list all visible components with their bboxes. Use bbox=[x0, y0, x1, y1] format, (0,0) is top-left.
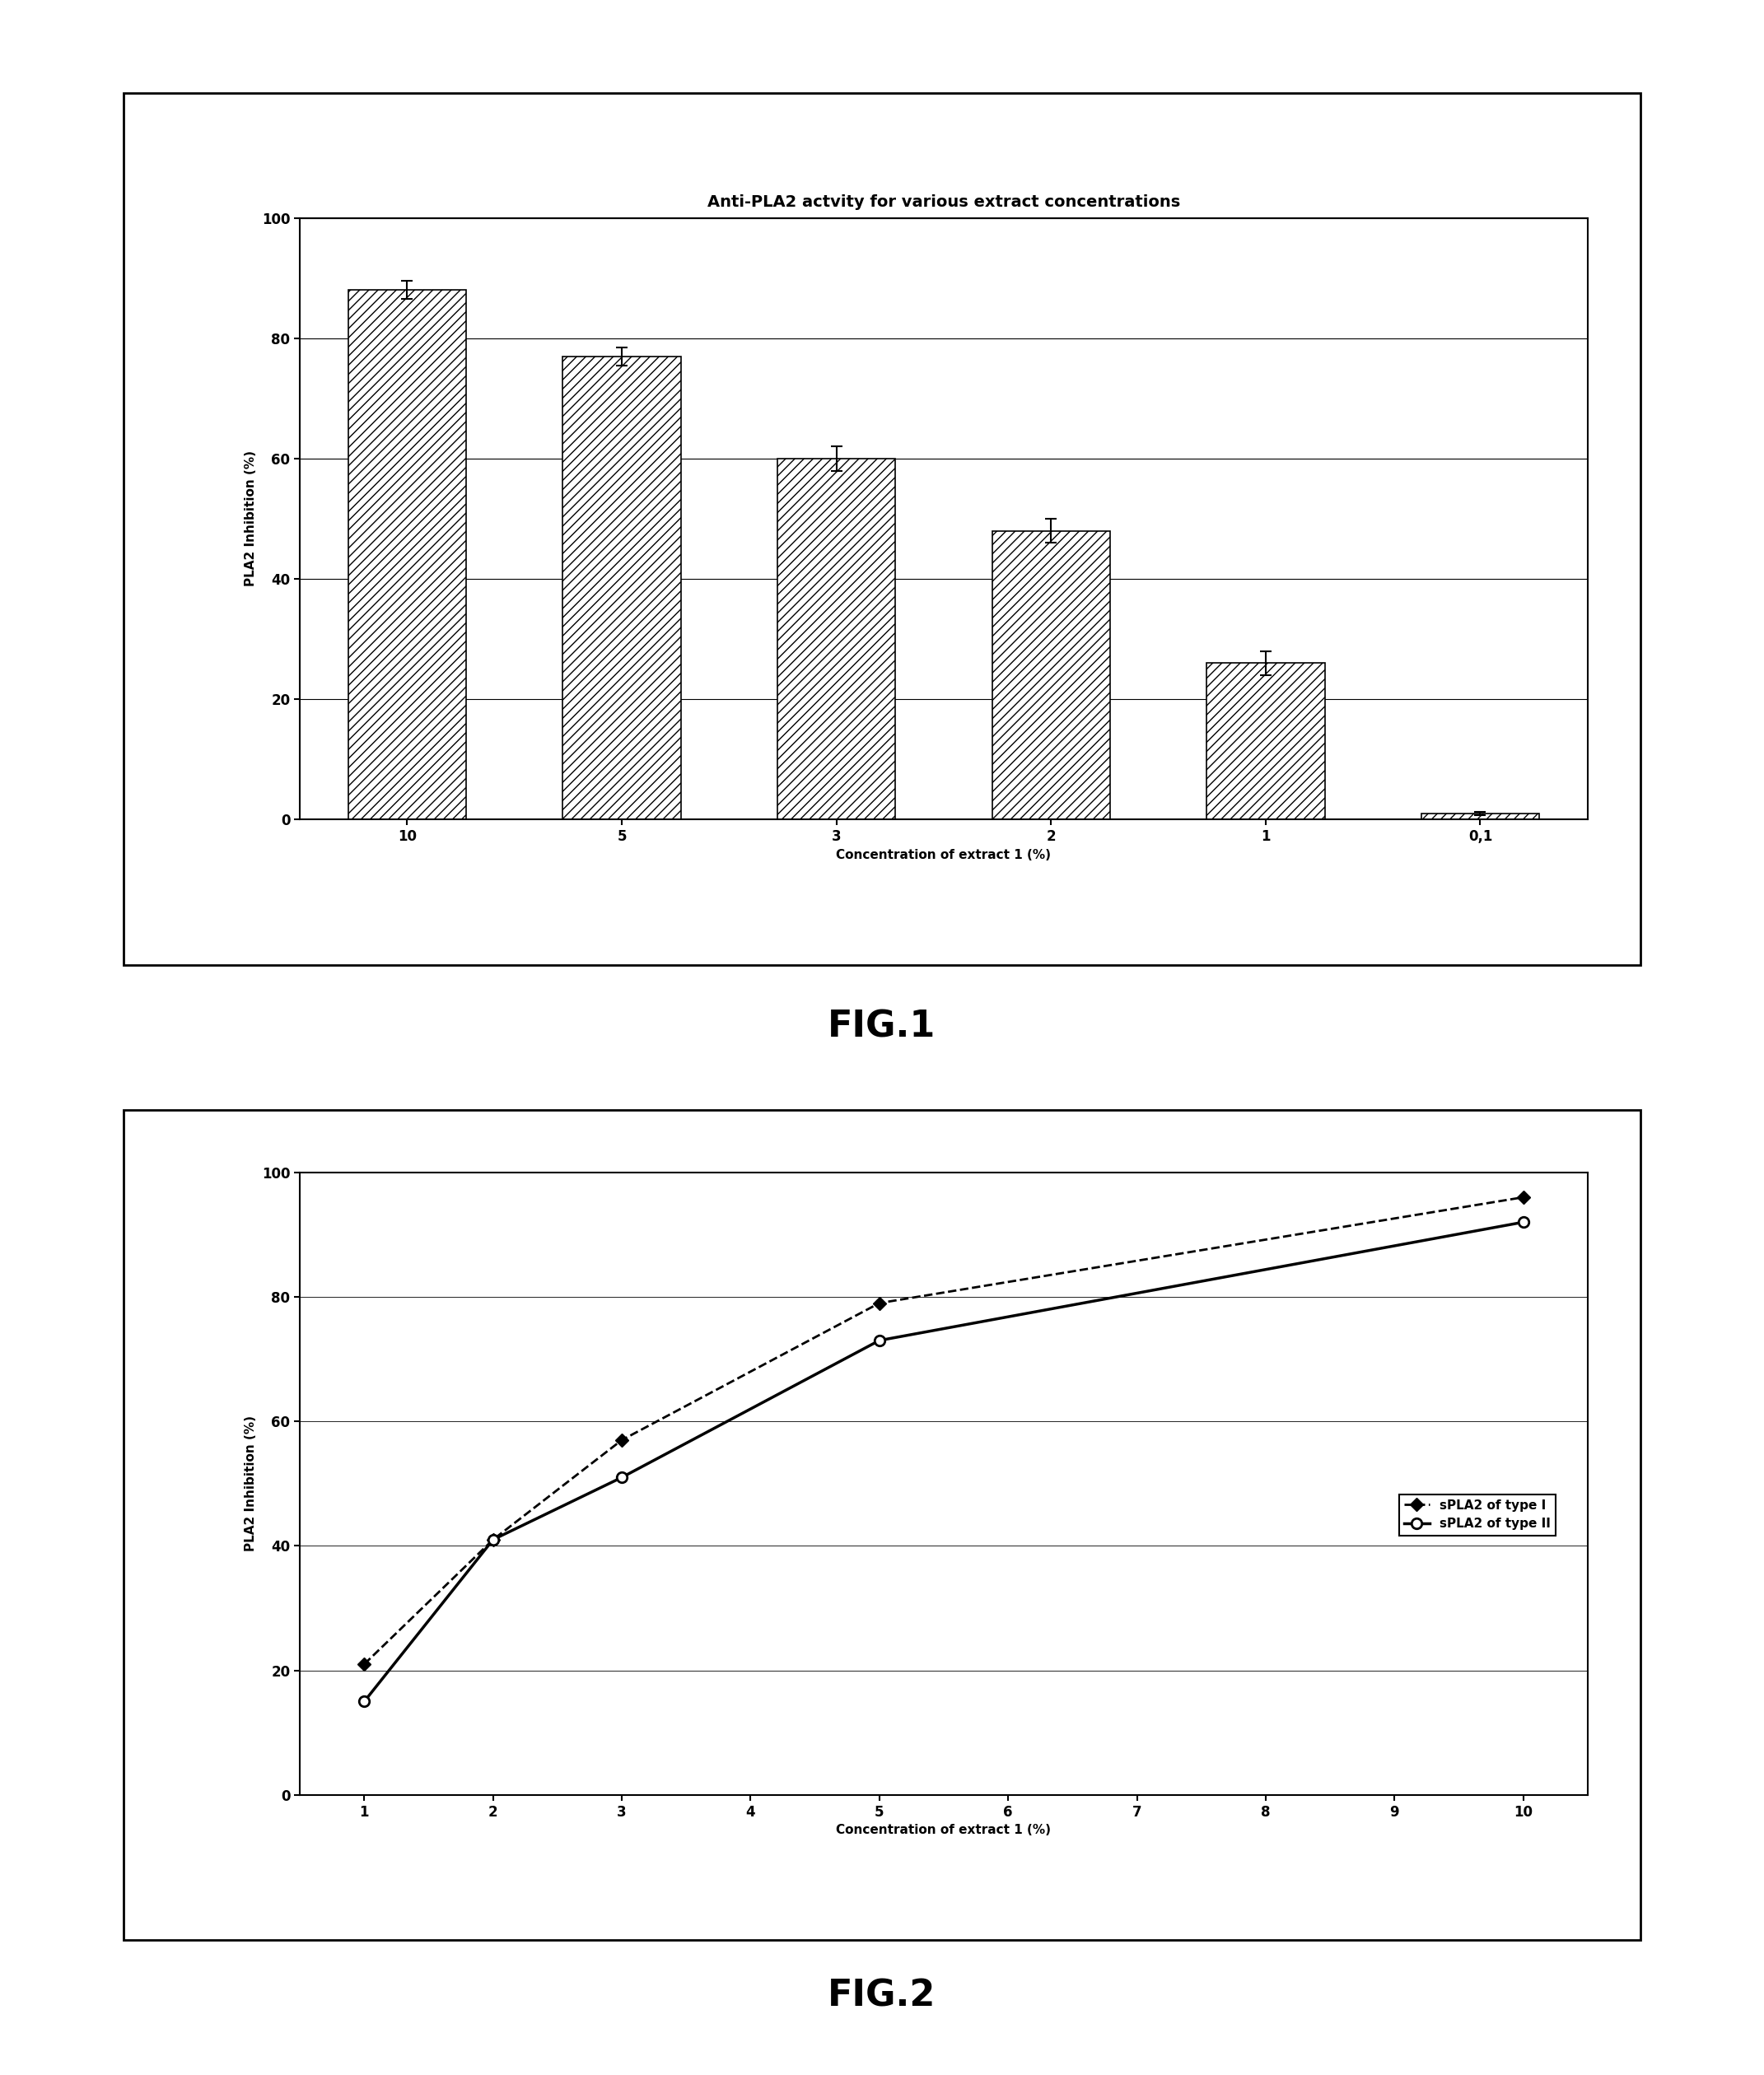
sPLA2 of type II bbox=[483, 1527, 505, 1552]
Legend: sPLA2 of type I, sPLA2 of type II: sPLA2 of type I, sPLA2 of type II bbox=[1399, 1494, 1556, 1536]
X-axis label: Concentration of extract 1 (%): Concentration of extract 1 (%) bbox=[836, 849, 1051, 861]
Y-axis label: PLA2 Inhibition (%): PLA2 Inhibition (%) bbox=[245, 1415, 258, 1552]
Bar bbox=[1422, 813, 1540, 820]
Line: sPLA2 of type II: sPLA2 of type II bbox=[360, 1218, 1528, 1706]
Bar bbox=[563, 357, 681, 820]
sPLA2 of type I bbox=[870, 1291, 891, 1316]
Title: Anti-PLA2 actvity for various extract concentrations: Anti-PLA2 actvity for various extract co… bbox=[707, 195, 1180, 210]
Line: sPLA2 of type I: sPLA2 of type I bbox=[360, 1193, 1528, 1668]
Bar bbox=[778, 459, 896, 820]
sPLA2 of type II bbox=[612, 1465, 633, 1490]
sPLA2 of type I bbox=[483, 1527, 505, 1552]
Bar bbox=[991, 531, 1110, 820]
sPLA2 of type I bbox=[353, 1652, 376, 1677]
sPLA2 of type II bbox=[870, 1328, 891, 1353]
sPLA2 of type II bbox=[353, 1689, 376, 1714]
sPLA2 of type I bbox=[1514, 1185, 1535, 1210]
sPLA2 of type I bbox=[612, 1428, 633, 1452]
Bar bbox=[348, 290, 466, 820]
Y-axis label: PLA2 Inhibition (%): PLA2 Inhibition (%) bbox=[245, 450, 258, 587]
Text: FIG.1: FIG.1 bbox=[827, 1008, 937, 1046]
Text: FIG.2: FIG.2 bbox=[827, 1977, 937, 2015]
X-axis label: Concentration of extract 1 (%): Concentration of extract 1 (%) bbox=[836, 1824, 1051, 1836]
sPLA2 of type II bbox=[1514, 1210, 1535, 1235]
Bar bbox=[1207, 664, 1325, 820]
